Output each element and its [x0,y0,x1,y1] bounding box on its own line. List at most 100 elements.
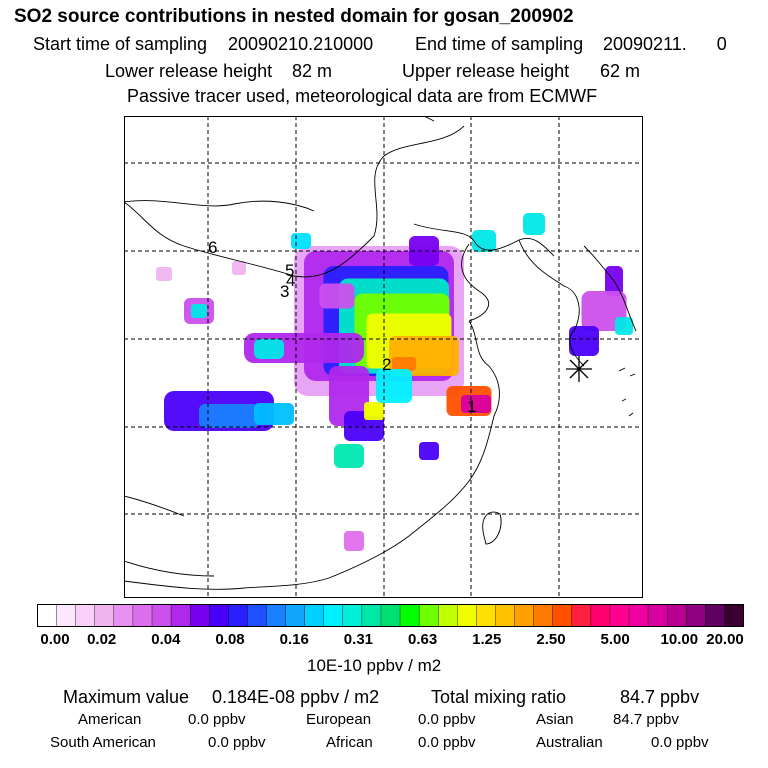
colorbar-cell [571,604,592,627]
colorbar-cell [247,604,267,627]
colorbar-cell [285,604,306,627]
colorbar-cell [94,604,115,627]
colorbar-cell [666,604,687,627]
colorbar-cell [628,604,649,627]
tracer-note: Passive tracer used, meteorological data… [127,86,598,106]
colorbar-tick-label: 20.00 [706,631,744,648]
colorbar-tick-label: 0.08 [215,631,245,648]
concentration-cell [615,317,633,335]
colorbar-tick-label: 0.63 [407,631,438,648]
colorbar-units: 10E-10 ppbv / m2 [307,656,442,675]
source-label-2: 2 [382,355,391,374]
region-value-european: 0.0 ppbv [418,711,476,728]
concentration-cell [254,339,284,359]
concentration-cell [156,267,172,281]
colorbar-cell [342,604,363,627]
source-label-5: 5 [285,261,294,280]
upper-height-value: 62 m [600,61,641,81]
colorbar-tick-label: 0.16 [279,631,309,648]
map-panel: 1 2 3 4 5 6 [124,116,643,598]
lower-height-value: 82 m [292,61,333,81]
colorbar-cell [56,604,77,627]
colorbar [37,604,744,627]
colorbar-cell [113,604,134,627]
concentration-cell [334,444,364,468]
colorbar-cell [209,604,229,627]
colorbar-cell [228,604,248,627]
colorbar-tick-label: 5.00 [600,631,630,648]
colorbar-tick-label: 0.02 [87,631,117,648]
colorbar-cell [304,604,325,627]
colorbar-tick-label: 1.25 [472,631,502,648]
colorbar-cell [323,604,344,627]
region-name-asian: Asian [536,711,574,728]
concentration-cell [232,261,246,275]
colorbar-cell [75,604,96,627]
start-time-value: 20090210.210000 [228,34,374,54]
colorbar-cell [266,604,287,627]
total-mixing-label: Total mixing ratio [431,687,567,707]
region-value-american: 0.0 ppbv [188,711,246,728]
colorbar-cell [189,604,210,627]
colorbar-cell [361,604,382,627]
start-time-label: Start time of sampling [33,34,208,54]
concentration-cell [461,395,491,413]
region-name-south-american: South American [50,734,156,751]
upper-height-label: Upper release height [402,61,570,81]
colorbar-tick-label: 0.31 [343,631,374,648]
colorbar-cell [686,604,706,627]
concentration-cell [319,283,355,309]
region-value-australian: 0.0 ppbv [651,734,709,751]
colorbar-cell [170,604,191,627]
concentration-cell [392,357,416,371]
colorbar-tick-label: 10.00 [660,631,699,648]
colorbar-cell [132,604,153,627]
colorbar-cell [514,604,535,627]
colorbar-cell [495,604,516,627]
colorbar-cell [705,604,725,627]
colorbar-cell [457,604,477,627]
colorbar-cell [724,604,744,627]
region-value-african: 0.0 ppbv [418,734,476,751]
concentration-field [156,213,633,551]
concentration-cell [409,236,439,266]
colorbar-cell [533,604,554,627]
max-value: 0.184E-08 ppbv / m2 [212,687,380,707]
concentration-cell [523,213,545,235]
figure-title: SO2 source contributions in nested domai… [14,6,574,27]
colorbar-tick-label: 0.04 [151,631,181,648]
concentration-cell [254,403,294,425]
colorbar-cell [647,604,668,627]
concentration-cell [472,230,496,252]
region-name-american: American [78,711,142,728]
region-name-european: European [306,711,372,728]
source-label-4: 4 [286,271,295,290]
concentration-cell [366,406,382,416]
source-label-6: 6 [208,238,217,257]
colorbar-cell [476,604,496,627]
colorbar-cell [151,604,172,627]
concentration-cell [291,233,311,249]
total-mixing-value: 84.7 ppbv [620,687,700,707]
coastlines [124,116,637,590]
max-value-label: Maximum value [63,687,190,707]
region-name-australian: Australian [536,734,603,751]
concentration-cell [419,442,439,460]
lower-height-label: Lower release height [105,61,273,81]
concentration-cell [344,531,364,551]
region-value-south-american: 0.0 ppbv [208,734,266,751]
lat-lon-gridlines [124,116,643,598]
region-value-asian: 84.7 ppbv [613,711,679,728]
concentration-cell [199,404,259,428]
end-time-value: 20090211. 0 [603,34,727,54]
end-time-label: End time of sampling [415,34,584,54]
colorbar-tick-label: 0.00 [40,631,70,648]
region-name-african: African [326,734,373,751]
colorbar-cell [37,604,58,627]
source-label-3: 3 [280,282,289,301]
concentration-cell [191,304,207,318]
receptor-asterisk-icon [566,356,592,382]
colorbar-tick-label: 2.50 [536,631,566,648]
colorbar-cell [380,604,401,627]
colorbar-cell [552,604,573,627]
